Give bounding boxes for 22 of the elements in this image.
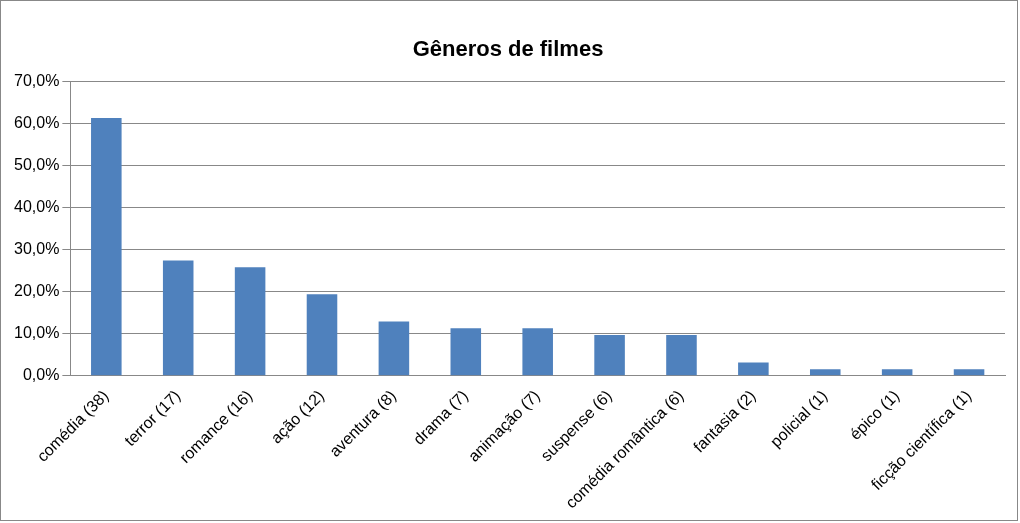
bar	[234, 267, 266, 376]
bar	[594, 335, 625, 376]
y-tick-label: 40,0%	[13, 198, 60, 216]
bar	[162, 260, 194, 376]
bar	[738, 362, 769, 376]
y-tick-label: 30,0%	[13, 240, 60, 258]
y-tick-label: 60,0%	[13, 113, 60, 131]
bar	[666, 335, 697, 376]
bar	[522, 328, 553, 376]
bar	[809, 369, 841, 376]
bar	[306, 294, 338, 376]
bar	[953, 369, 985, 376]
y-tick-label: 50,0%	[13, 155, 60, 173]
y-tick-label: 10,0%	[13, 324, 60, 342]
y-tick-label: 0,0%	[22, 366, 60, 384]
bar	[378, 321, 410, 376]
y-tick-label: 20,0%	[13, 282, 60, 300]
y-tick-label: 70,0%	[13, 71, 60, 89]
bar	[881, 369, 913, 376]
bar	[450, 328, 482, 376]
bar	[91, 118, 122, 376]
chart-title: Gêneros de filmes	[412, 36, 604, 62]
